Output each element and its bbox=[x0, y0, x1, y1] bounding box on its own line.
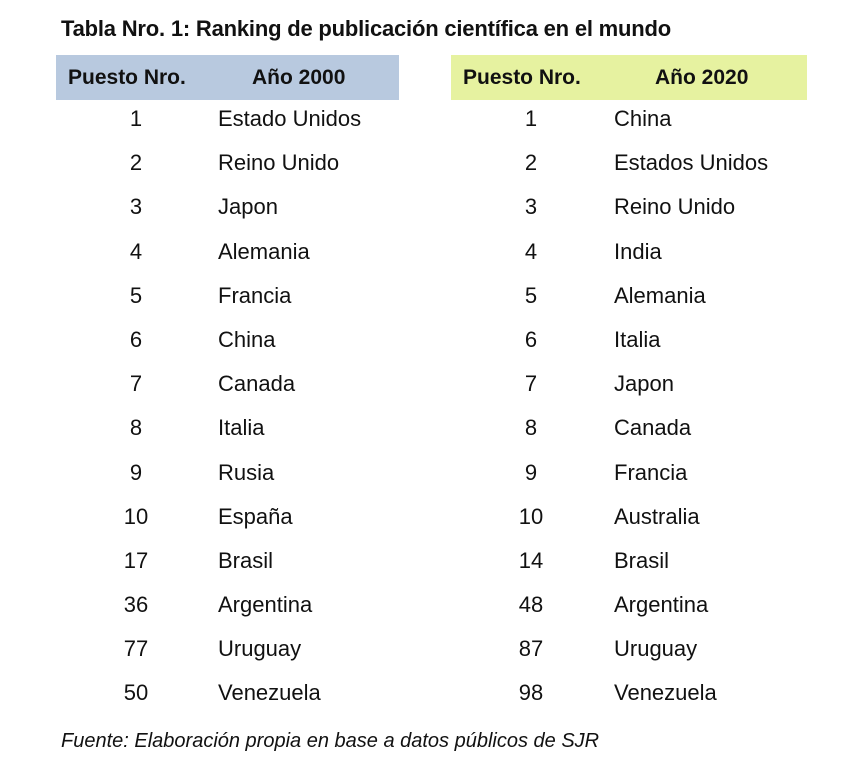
table-row: 3 Reino Unido bbox=[451, 188, 807, 232]
table-row: 1 Estado Unidos bbox=[56, 100, 399, 144]
rank-cell: 2 bbox=[129, 150, 143, 176]
rank-cell: 1 bbox=[524, 106, 538, 131]
country-cell: Japon bbox=[614, 371, 674, 397]
country-cell: Uruguay bbox=[614, 636, 698, 662]
country-cell: Alemania bbox=[614, 282, 706, 308]
country-cell: Italia bbox=[614, 326, 661, 352]
rank-cell: 1 bbox=[129, 106, 143, 131]
country-cell: Reino Unido bbox=[614, 194, 736, 220]
table-row: 10 Australia bbox=[451, 498, 807, 542]
rank-cell: 3 bbox=[524, 194, 538, 220]
rank-cell: 36 bbox=[123, 592, 149, 618]
table-row: 48 Argentina bbox=[451, 586, 807, 630]
rank-cell: 6 bbox=[524, 326, 538, 352]
header-rank: Puesto Nro. bbox=[68, 65, 186, 89]
rank-cell: 14 bbox=[518, 547, 544, 573]
table-row: 2 Reino Unido bbox=[56, 144, 399, 188]
table-row: 6 China bbox=[56, 321, 399, 365]
country-cell: Brasil bbox=[614, 547, 670, 573]
rank-cell: 77 bbox=[123, 636, 149, 662]
rank-cell: 50 bbox=[123, 680, 149, 706]
table-body-2020: 1 China 2 Estados Unidos 3 Reino Unido 4 India 5… bbox=[451, 100, 807, 719]
table-row: 87 Uruguay bbox=[451, 630, 807, 674]
rank-cell: 48 bbox=[518, 592, 544, 618]
table-row: 5 Alemania bbox=[451, 277, 807, 321]
country-cell: Francia bbox=[218, 282, 292, 308]
header-rank: Puesto Nro. bbox=[463, 65, 581, 89]
country-cell: Uruguay bbox=[218, 636, 302, 662]
rank-cell: 8 bbox=[129, 415, 143, 441]
source-note: Fuente: Elaboración propia en base a dat… bbox=[61, 730, 600, 752]
rank-cell: 8 bbox=[524, 415, 538, 441]
country-cell: China bbox=[614, 106, 672, 131]
rank-cell: 7 bbox=[524, 371, 538, 397]
country-cell: Estados Unidos bbox=[614, 150, 769, 176]
rank-cell: 4 bbox=[524, 238, 538, 264]
header-year: Año 2000 bbox=[252, 65, 346, 89]
country-cell: Canada bbox=[218, 371, 296, 397]
rank-cell: 17 bbox=[123, 547, 149, 573]
table-row: 2 Estados Unidos bbox=[451, 144, 807, 188]
rank-cell: 87 bbox=[518, 636, 544, 662]
table-header-2020: Puesto Nro. Año 2020 bbox=[451, 55, 807, 100]
table-row: 36 Argentina bbox=[56, 586, 399, 630]
country-cell: Australia bbox=[614, 503, 700, 529]
table-title: Tabla Nro. 1: Ranking de publicación cie… bbox=[61, 16, 672, 41]
table-row: 77 Uruguay bbox=[56, 630, 399, 674]
table-row: 6 Italia bbox=[451, 321, 807, 365]
table-row: 7 Canada bbox=[56, 365, 399, 409]
table-row: 8 Italia bbox=[56, 409, 399, 453]
country-cell: Venezuela bbox=[614, 680, 717, 706]
rank-cell: 2 bbox=[524, 150, 538, 176]
country-cell: España bbox=[218, 503, 293, 529]
country-cell: Reino Unido bbox=[218, 150, 340, 176]
rank-cell: 5 bbox=[524, 282, 538, 308]
table-row: 14 Brasil bbox=[451, 542, 807, 586]
table-row: 3 Japon bbox=[56, 188, 399, 232]
rank-cell: 6 bbox=[129, 326, 143, 352]
table-row: 17 Brasil bbox=[56, 542, 399, 586]
rank-cell: 98 bbox=[518, 680, 544, 706]
table-row: 10 España bbox=[56, 498, 399, 542]
country-cell: Estado Unidos bbox=[218, 106, 362, 131]
rank-cell: 5 bbox=[129, 282, 143, 308]
country-cell: Italia bbox=[218, 415, 265, 441]
rank-cell: 9 bbox=[129, 459, 143, 485]
table-row: 1 China bbox=[451, 100, 807, 144]
table-row: 7 Japon bbox=[451, 365, 807, 409]
ranking-table-2000: Puesto Nro. Año 2000 1 Estado Unidos 2 Rein… bbox=[56, 55, 399, 719]
table-row: 50 Venezuela bbox=[56, 674, 399, 718]
country-cell: India bbox=[614, 238, 662, 264]
table-row: 9 Rusia bbox=[56, 454, 399, 498]
table-body-2000: 1 Estado Unidos 2 Reino Unido 3 Japon 4 Alemani… bbox=[56, 100, 399, 719]
rank-cell: 10 bbox=[518, 503, 544, 529]
rank-cell: 4 bbox=[129, 238, 143, 264]
ranking-table-2020: Puesto Nro. Año 2020 1 China 2 Estados Unid… bbox=[451, 55, 807, 719]
table-row: 8 Canada bbox=[451, 409, 807, 453]
country-cell: Francia bbox=[614, 459, 688, 485]
rank-cell: 10 bbox=[123, 503, 149, 529]
table-header-2000: Puesto Nro. Año 2000 bbox=[56, 55, 399, 100]
rank-cell: 7 bbox=[129, 371, 143, 397]
rank-cell: 3 bbox=[129, 194, 143, 220]
country-cell: China bbox=[218, 326, 276, 352]
country-cell: Canada bbox=[614, 415, 692, 441]
header-year: Año 2020 bbox=[655, 65, 749, 89]
country-cell: Japon bbox=[218, 194, 278, 220]
country-cell: Alemania bbox=[218, 238, 310, 264]
table-row: 9 Francia bbox=[451, 454, 807, 498]
table-row: 4 India bbox=[451, 233, 807, 277]
country-cell: Brasil bbox=[218, 547, 274, 573]
country-cell: Argentina bbox=[218, 592, 313, 618]
country-cell: Venezuela bbox=[218, 680, 321, 706]
rank-cell: 9 bbox=[524, 459, 538, 485]
table-row: 5 Francia bbox=[56, 277, 399, 321]
table-row: 98 Venezuela bbox=[451, 674, 807, 718]
country-cell: Rusia bbox=[218, 459, 275, 485]
country-cell: Argentina bbox=[614, 592, 709, 618]
table-row: 4 Alemania bbox=[56, 233, 399, 277]
